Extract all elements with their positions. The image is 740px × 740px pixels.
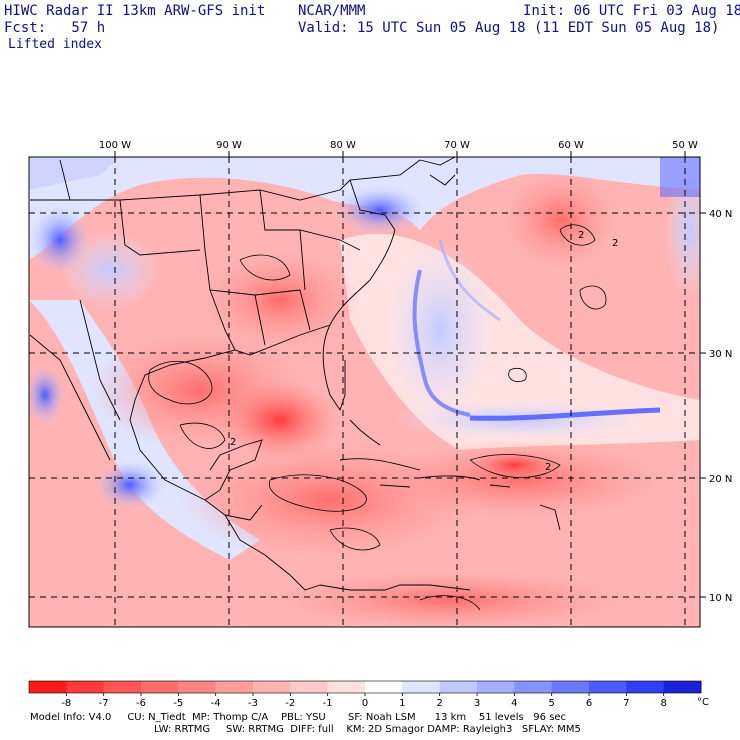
- colorbar-swatch: [66, 681, 105, 693]
- colorbar-tick-label: 3: [474, 698, 480, 709]
- forecast-hour: Fcst: 57 h: [4, 20, 106, 36]
- colorbar-labels: -8 -7 -6 -5 -4 -3 -2 -1 0 1 2 3 4 5 6 7 8: [61, 693, 667, 709]
- colorbar-swatch: [141, 681, 179, 693]
- colorbar-tick-label: -4: [211, 698, 221, 709]
- colorbar-tick-label: -7: [99, 698, 109, 709]
- colorbar-swatch: [103, 681, 142, 693]
- init-time: Init: 06 UTC Fri 03 Aug 18: [523, 3, 740, 19]
- colorbar-tick-label: -3: [248, 698, 258, 709]
- contour-lines: [148, 224, 607, 611]
- contour-label: 2: [612, 238, 618, 249]
- model-info-line1: Model Info: V4.0 CU: N_Tiedt MP: Thomp C…: [30, 712, 567, 723]
- colorbar-swatch: [439, 681, 478, 693]
- contour-label: 2: [578, 230, 584, 241]
- colorbar-swatch: [290, 681, 329, 693]
- colorbar-swatch: [327, 681, 366, 693]
- lon-label: 60 W: [558, 140, 584, 151]
- lat-label: 30 N: [709, 349, 732, 360]
- colorbar-tick-label: 0: [362, 698, 368, 709]
- colorbar-tick-label: -1: [323, 698, 333, 709]
- colorbar-tick-label: 7: [623, 698, 629, 709]
- lat-label: 20 N: [709, 474, 732, 485]
- axis-ticks: [114, 151, 706, 598]
- colorbar-swatch: [663, 681, 702, 693]
- map-frame: [28, 156, 701, 628]
- colorbar-tick-label: 2: [436, 698, 442, 709]
- coastlines-borders: [29, 157, 561, 591]
- colorbar-swatch: [402, 681, 441, 693]
- colorbar-swatch: [626, 681, 665, 693]
- model-info-line2: LW: RRTMG SW: RRTMG DIFF: full KM: 2D Sm…: [154, 724, 581, 735]
- colorbar-tick-label: 8: [660, 698, 666, 709]
- colorbar-tick-label: 5: [548, 698, 554, 709]
- lat-label: 10 N: [709, 593, 732, 604]
- colorbar-tick-label: -8: [61, 698, 71, 709]
- colorbar: [28, 680, 702, 694]
- colorbar-tick-label: 4: [511, 698, 517, 709]
- graticule: [29, 157, 700, 627]
- colorbar-unit: °C: [697, 697, 709, 708]
- colorbar-swatch: [253, 681, 291, 693]
- colorbar-tick-label: 1: [399, 698, 405, 709]
- colorbar-tick-label: -6: [136, 698, 146, 709]
- contour-label: 2: [545, 462, 551, 473]
- colorbar-swatch: [178, 681, 217, 693]
- longitude-labels: 100 W 90 W 80 W 70 W 60 W 50 W: [99, 140, 698, 151]
- organization-label: NCAR/MMM: [298, 3, 366, 19]
- lon-label: 100 W: [99, 140, 131, 151]
- lat-label: 40 N: [709, 209, 732, 220]
- lon-label: 90 W: [216, 140, 242, 151]
- valid-time: Valid: 15 UTC Sun 05 Aug 18 (11 EDT Sun …: [298, 20, 720, 36]
- colorbar-swatch: [29, 681, 67, 693]
- model-title: HIWC Radar II 13km ARW-GFS init: [4, 3, 266, 19]
- colorbar-swatch: [514, 681, 553, 693]
- colorbar-swatch: [215, 681, 254, 693]
- colorbar-tick-label: -2: [285, 698, 295, 709]
- latitude-labels: 40 N 30 N 20 N 10 N: [709, 209, 732, 604]
- colorbar-swatch: [477, 681, 515, 693]
- lon-label: 80 W: [330, 140, 356, 151]
- colorbar-tick-label: -5: [173, 698, 183, 709]
- lon-label: 70 W: [444, 140, 470, 151]
- colorbar-swatch: [365, 681, 403, 693]
- colorbar-swatch: [589, 681, 627, 693]
- colorbar-tick-label: 6: [586, 698, 592, 709]
- colorbar-swatch: [551, 681, 590, 693]
- lon-label: 50 W: [672, 140, 698, 151]
- lifted-index-field: [29, 157, 700, 627]
- field-name: Lifted index: [8, 37, 102, 52]
- contour-label: 2: [230, 437, 236, 448]
